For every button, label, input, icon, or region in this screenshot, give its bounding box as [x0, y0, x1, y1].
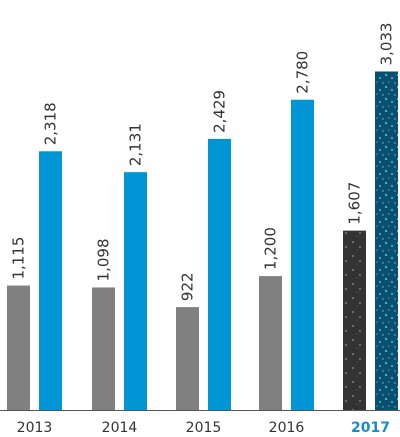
x-tick-label-2015: 2015: [186, 420, 222, 436]
value-label-2017-series-1: 1,607: [346, 182, 364, 225]
bar-2016-series-2: [291, 99, 314, 410]
bar-2013-series-1: [7, 285, 30, 410]
x-tick-label-2017: 2017: [351, 420, 390, 436]
bar-2017-series-1: [343, 230, 366, 410]
bars-group: [7, 71, 398, 411]
x-tick-label-2014: 2014: [102, 420, 138, 436]
value-label-2015-series-1: 922: [179, 272, 197, 301]
bar-2015-series-1: [176, 307, 199, 410]
x-tick-labels-group: 2013 2014 2015 2016 2017: [17, 420, 390, 436]
bar-2014-series-2: [124, 172, 147, 410]
value-label-2013-series-1: 1,115: [10, 237, 28, 280]
bar-2013-series-2: [39, 151, 62, 410]
value-label-2017-series-2: 3,033: [378, 23, 396, 66]
value-label-2014-series-1: 1,098: [95, 238, 113, 281]
value-label-2014-series-2: 2,131: [127, 123, 145, 166]
bar-2014-series-1: [92, 287, 115, 410]
value-label-2015-series-2: 2,429: [211, 90, 229, 133]
bar-2017-series-2: [375, 71, 398, 411]
x-tick-label-2016: 2016: [269, 420, 305, 436]
value-labels-group: 1,115 2,318 1,098 2,131 922 2,429 1,200 2,780 1,…: [10, 23, 396, 302]
value-label-2013-series-2: 2,318: [42, 102, 60, 145]
value-label-2016-series-1: 1,200: [262, 227, 280, 270]
x-tick-label-2013: 2013: [17, 420, 53, 436]
value-label-2016-series-2: 2,780: [294, 51, 312, 94]
bar-2015-series-2: [208, 138, 231, 410]
bar-2016-series-1: [259, 276, 282, 410]
